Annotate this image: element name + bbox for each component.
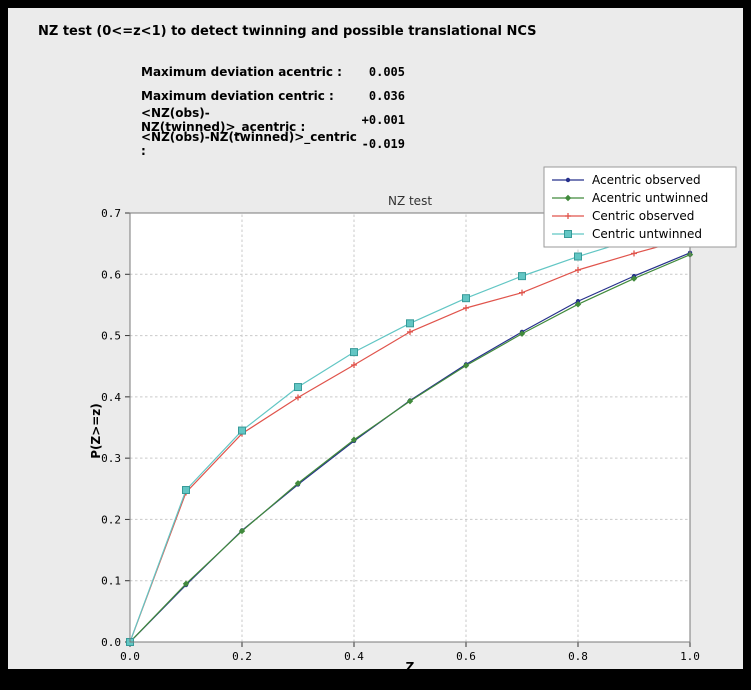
x-tick-label: 0.0 (120, 650, 140, 663)
stat-value: +0.001 (361, 113, 405, 127)
plot-border (129, 212, 691, 643)
y-tick-label: 0.2 (101, 513, 121, 526)
legend-entry: Acentric observed (552, 173, 701, 187)
y-tick-label: 0.7 (101, 207, 121, 220)
stat-value: 0.036 (368, 89, 405, 103)
y-tick-label: 0.6 (101, 268, 121, 281)
y-tick-label: 0.4 (101, 391, 121, 404)
x-tick-label: 0.2 (232, 650, 252, 663)
x-tick-label: 0.8 (568, 650, 588, 663)
plot-area (130, 213, 690, 642)
series-marker (630, 275, 638, 282)
stat-label: Maximum deviation centric : (141, 89, 334, 103)
legend-label: Acentric observed (592, 173, 701, 187)
legend-label: Acentric untwinned (592, 191, 708, 205)
stat-row: <NZ(obs)-NZ(twinned)>_acentric : +0.001 (141, 106, 405, 134)
legend-entry: Centric untwinned (552, 227, 702, 241)
series-marker (564, 230, 572, 238)
page-title: NZ test (0<=z<1) to detect twinning and … (38, 24, 537, 39)
y-axis-label: P(Z>=z) (89, 403, 103, 459)
legend: Acentric observed Acentric untwinned Centr… (543, 166, 737, 248)
chart-title: NZ test (388, 194, 432, 208)
stat-row: <NZ(obs)-NZ(twinned)>_centric : -0.019 (141, 130, 405, 158)
series-marker (238, 527, 246, 535)
app-panel: NZ test (0<=z<1) to detect twinning and … (8, 8, 743, 669)
x-tick-label: 0.4 (344, 650, 364, 663)
series-marker (350, 436, 358, 443)
series-marker (462, 362, 470, 369)
x-tick-label: 0.6 (456, 650, 476, 663)
series-marker (238, 426, 246, 435)
series-marker (406, 319, 414, 328)
stat-value: 0.005 (368, 65, 405, 79)
stat-label: <NZ(obs)-NZ(twinned)>_acentric : (141, 106, 306, 134)
gridlines (130, 213, 690, 642)
x-tick-label: 1.0 (680, 650, 700, 663)
series-marker (564, 194, 572, 202)
series-marker (462, 294, 470, 303)
stat-label: Maximum deviation acentric : (141, 65, 342, 79)
series-marker (518, 330, 526, 337)
series-marker (574, 252, 582, 261)
legend-entry: Centric observed (552, 209, 694, 223)
nz-test-chart: NZ test Z P(Z>=z) 0.0 0.2 0.4 0.6 0.8 1.0 0.0 0… (89, 166, 737, 669)
series-marker (182, 580, 190, 587)
y-tick-label: 0.5 (101, 330, 121, 343)
stat-row: Maximum deviation centric : 0.036 (141, 84, 405, 108)
series-marker (182, 486, 190, 495)
legend-label: Centric untwinned (592, 227, 702, 241)
series-marker (406, 397, 414, 405)
y-tick-label: 0.1 (101, 575, 121, 588)
series-marker (294, 383, 302, 392)
series-marker (350, 348, 358, 357)
y-tick-label: 0.3 (101, 452, 121, 465)
series-marker (518, 272, 526, 281)
y-tick-label: 0.0 (101, 636, 121, 649)
stat-label: <NZ(obs)-NZ(twinned)>_centric : (141, 130, 357, 158)
series-marker (565, 177, 571, 183)
stat-row: Maximum deviation acentric : 0.005 (141, 60, 405, 84)
series-marker (574, 301, 582, 308)
legend-entry: Acentric untwinned (552, 191, 708, 205)
stat-value: -0.019 (361, 137, 405, 151)
stats-block: Maximum deviation acentric : 0.005 Maxim… (141, 60, 405, 158)
series-marker (294, 480, 302, 487)
legend-label: Centric observed (592, 209, 694, 223)
x-axis-label: Z (406, 660, 415, 669)
